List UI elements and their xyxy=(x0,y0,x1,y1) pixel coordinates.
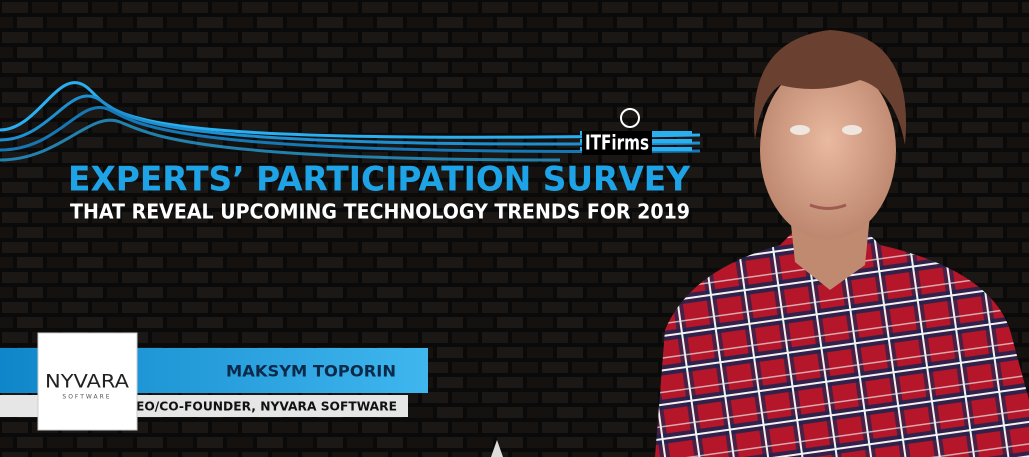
logo: ITFirms xyxy=(585,131,649,155)
logo-emblem xyxy=(620,108,640,128)
company-tagline: SOFTWARE xyxy=(62,394,111,401)
company-name: NYVARA xyxy=(45,371,129,393)
logo-backdrop xyxy=(582,131,652,155)
person-photo xyxy=(655,30,1029,457)
person-role: CEO/CO-FOUNDER, NYVARA SOFTWARE xyxy=(127,400,397,414)
wave-lines xyxy=(0,81,701,162)
decor-arrow xyxy=(491,440,503,457)
company-logo-box xyxy=(37,332,138,431)
subtitle: THAT REVEAL UPCOMING TECHNOLOGY TRENDS F… xyxy=(70,200,690,224)
title: EXPERTS’ PARTICIPATION SURVEY xyxy=(68,160,690,200)
person-name: MAKSYM TOPORIN xyxy=(226,362,396,381)
